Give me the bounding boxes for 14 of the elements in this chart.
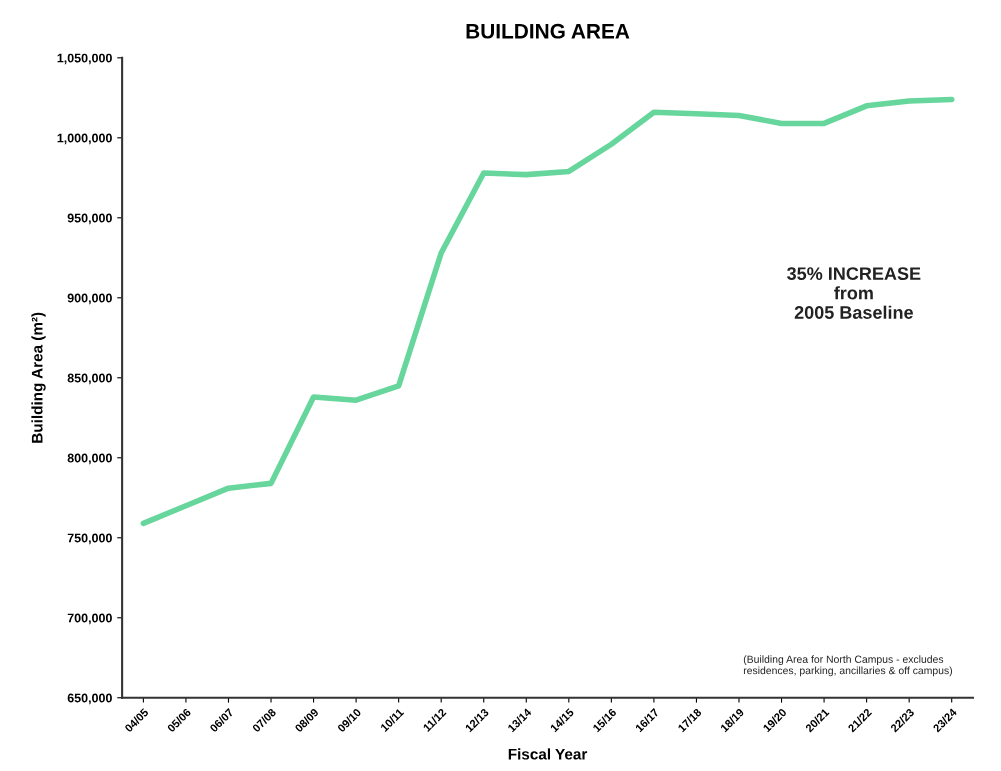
y-tick-label: 750,000 bbox=[67, 533, 112, 545]
y-axis-title: Building Area (m²) bbox=[31, 312, 46, 443]
annotation: 35% INCREASE from 2005 Baseline bbox=[787, 267, 921, 319]
y-tick-label: 850,000 bbox=[67, 373, 112, 385]
y-tick-label: 900,000 bbox=[67, 293, 112, 305]
y-tick-label: 650,000 bbox=[67, 693, 112, 705]
x-axis-title: Fiscal Year bbox=[508, 748, 588, 760]
y-tick-label: 1,050,000 bbox=[57, 53, 112, 65]
chart-title: BUILDING AREA bbox=[466, 23, 630, 39]
y-tick-label: 800,000 bbox=[67, 453, 112, 465]
y-tick-label: 700,000 bbox=[67, 613, 112, 625]
y-tick-label: 950,000 bbox=[67, 213, 112, 225]
annotation: (Building Area for North Campus - excludes residences, parking, ancillaries & off campus) bbox=[743, 655, 952, 677]
y-tick-label: 1,000,000 bbox=[57, 133, 112, 145]
